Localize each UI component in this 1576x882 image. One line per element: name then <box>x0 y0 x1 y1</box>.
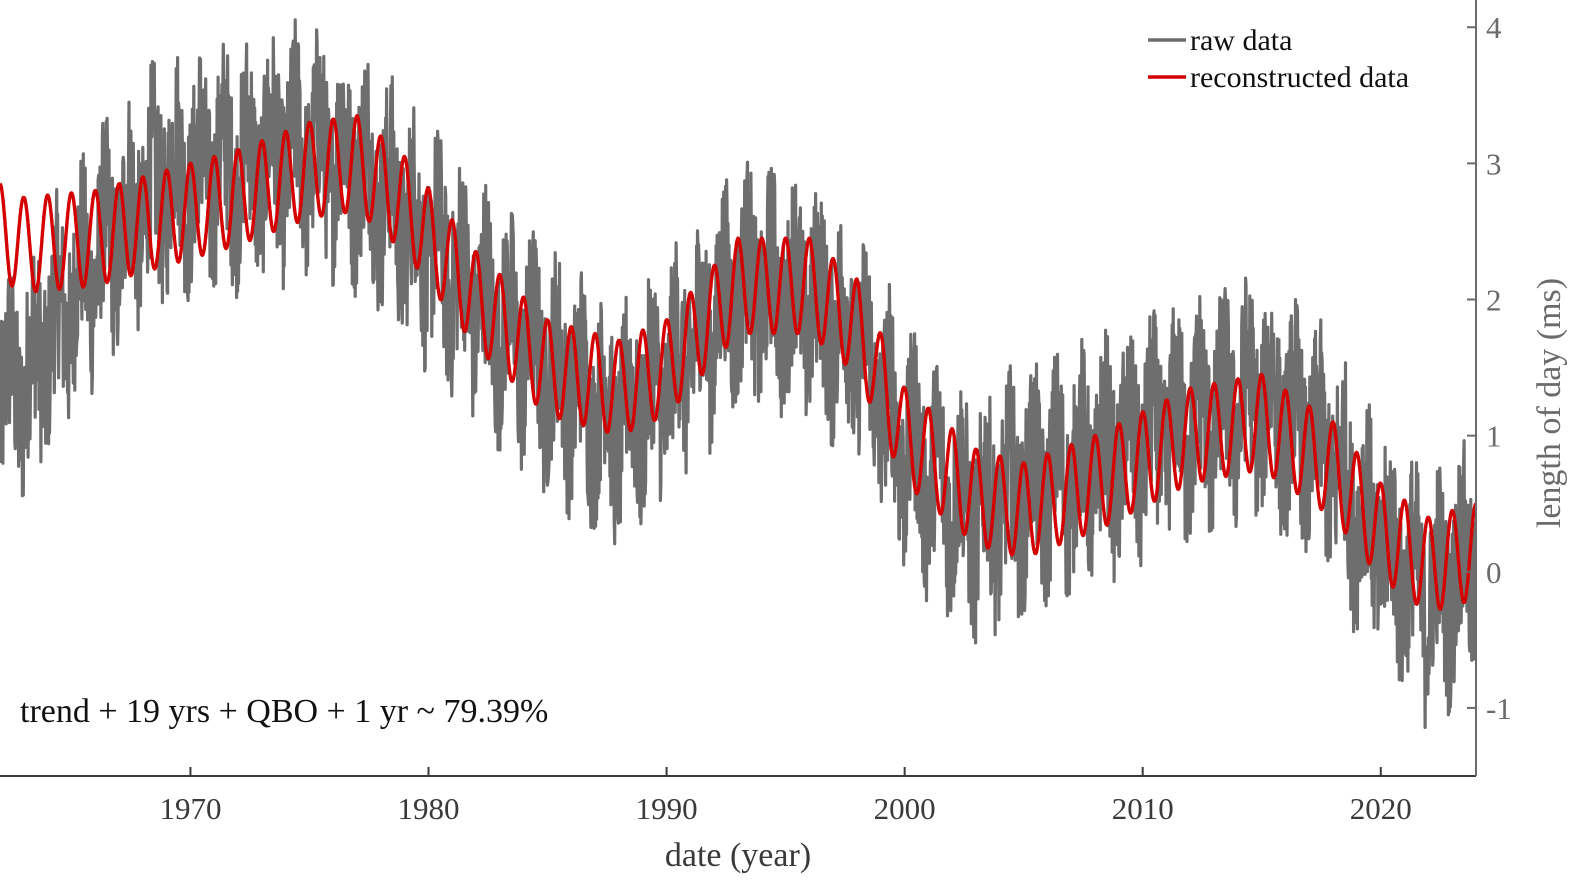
x-tick-label: 2020 <box>1350 791 1412 826</box>
raw-data-line <box>0 18 1476 730</box>
y-tick-label: 0 <box>1486 555 1502 590</box>
x-tick-label: 1970 <box>159 791 221 826</box>
x-tick-label: 2010 <box>1112 791 1174 826</box>
x-axis-title: date (year) <box>665 837 811 874</box>
legend-label-raw: raw data <box>1190 24 1292 57</box>
y-tick-label: 1 <box>1486 419 1502 454</box>
y-axis-title: length of day (ms) <box>1531 278 1568 528</box>
x-tick-label: 1990 <box>636 791 698 826</box>
x-tick-label: 2000 <box>874 791 936 826</box>
x-tick-label: 1980 <box>398 791 460 826</box>
y-tick-label: -1 <box>1486 691 1512 726</box>
x-ticks: 1970 1980 1990 2000 2010 2020 <box>159 767 1412 826</box>
y-tick-label: 2 <box>1486 283 1502 318</box>
y-tick-label: 4 <box>1486 10 1502 45</box>
legend-label-reconstructed: reconstructed data <box>1190 61 1409 94</box>
y-ticks: -1 0 1 2 3 4 <box>1467 10 1512 726</box>
legend: raw data reconstructed data <box>1148 24 1409 94</box>
y-tick-label: 3 <box>1486 146 1502 181</box>
reconstructed-data-line <box>0 113 1476 611</box>
fit-annotation: trend + 19 yrs + QBO + 1 yr ~ 79.39% <box>20 693 548 730</box>
